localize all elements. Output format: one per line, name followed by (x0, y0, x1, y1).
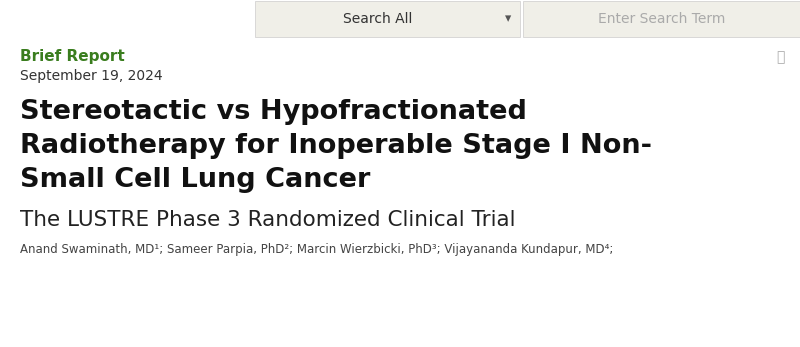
Text: Brief Report: Brief Report (20, 50, 125, 65)
Text: Stereotactic vs Hypofractionated: Stereotactic vs Hypofractionated (20, 99, 527, 125)
Text: Enter Search Term: Enter Search Term (598, 12, 725, 26)
Text: Small Cell Lung Cancer: Small Cell Lung Cancer (20, 167, 370, 193)
Text: ▾: ▾ (505, 12, 511, 25)
Text: Search All: Search All (343, 12, 412, 26)
Text: Anand Swaminath, MD¹; Sameer Parpia, PhD²; Marcin Wierzbicki, PhD³; Vijayananda : Anand Swaminath, MD¹; Sameer Parpia, PhD… (20, 244, 614, 256)
Text: The LUSTRE Phase 3 Randomized Clinical Trial: The LUSTRE Phase 3 Randomized Clinical T… (20, 210, 515, 230)
Bar (523, 1, 800, 37)
Text: 🔓: 🔓 (776, 50, 784, 64)
Bar (255, 1, 520, 37)
Text: Radiotherapy for Inoperable Stage I Non-: Radiotherapy for Inoperable Stage I Non- (20, 133, 652, 159)
Text: Oncology: Oncology (63, 11, 135, 26)
Text: JAMA: JAMA (28, 11, 72, 26)
Text: September 19, 2024: September 19, 2024 (20, 69, 162, 83)
